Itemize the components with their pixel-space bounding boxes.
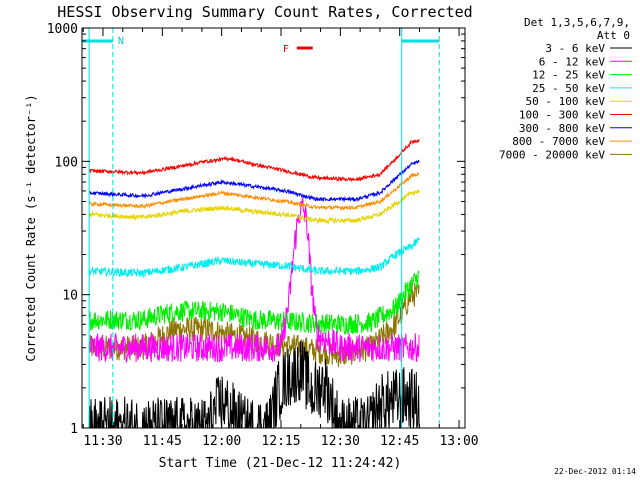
night-flag-label: N (118, 36, 124, 47)
plot-frame (81, 27, 466, 429)
x-tick-label-5: 12:45 (380, 434, 419, 449)
series-layer (88, 139, 420, 428)
y-tick-label-2: 100 (55, 155, 78, 170)
x-tick-label-1: 11:45 (143, 434, 182, 449)
y-tick-label-0: 1 (70, 422, 78, 437)
series-line-0 (88, 340, 420, 428)
x-tick-label-4: 12:30 (321, 434, 360, 449)
series-line-4 (88, 189, 420, 225)
flare-flag-label: F (283, 44, 289, 55)
legend-entry-label-8: 7000 - 20000 keV (499, 148, 605, 161)
x-tick-label-0: 11:30 (83, 434, 122, 449)
series-line-5 (88, 139, 420, 183)
legend-entry-label-3: 25 - 50 keV (532, 82, 605, 95)
x-axis-label: Start Time (21-Dec-12 11:24:42) (159, 456, 402, 471)
legend-header-line-1: Det 1,3,5,6,7,9, (524, 16, 630, 29)
legend-entry-label-1: 6 - 12 keV (539, 55, 606, 68)
legend-entry-label-7: 800 - 7000 keV (512, 135, 605, 148)
x-tick-label-3: 12:15 (261, 434, 300, 449)
legend-entry-label-5: 100 - 300 keV (519, 109, 605, 122)
series-line-7 (88, 171, 420, 212)
legend-entry-label-2: 12 - 25 keV (532, 69, 605, 82)
chart-title: HESSI Observing Summary Count Rates, Cor… (57, 3, 472, 21)
series-line-3 (88, 237, 420, 279)
x-tick-label-6: 13:00 (439, 434, 478, 449)
flags-layer: NF (82, 28, 440, 428)
legend-entry-label-4: 50 - 100 keV (526, 95, 606, 108)
legend-entry-label-6: 300 - 800 keV (519, 122, 605, 135)
footer-date: 22-Dec-2012 01:14 (554, 467, 636, 476)
y-axis-label: Corrected Count Rate (s⁻¹ detector⁻¹) (24, 94, 38, 361)
axes-layer: 11:30 11:45 12:00 12:15 12:30 12:45 13:00 1 10 10… (47, 22, 479, 449)
legend-header-line-2: Att 0 (597, 29, 630, 42)
legend-entry-label-0: 3 - 6 keV (545, 42, 605, 55)
y-tick-label-1: 10 (62, 289, 78, 304)
x-tick-label-2: 12:00 (202, 434, 241, 449)
series-line-6 (88, 159, 420, 203)
series-line-1 (88, 197, 420, 364)
series-line-2 (88, 270, 420, 335)
y-tick-label-3: 1000 (47, 22, 78, 37)
